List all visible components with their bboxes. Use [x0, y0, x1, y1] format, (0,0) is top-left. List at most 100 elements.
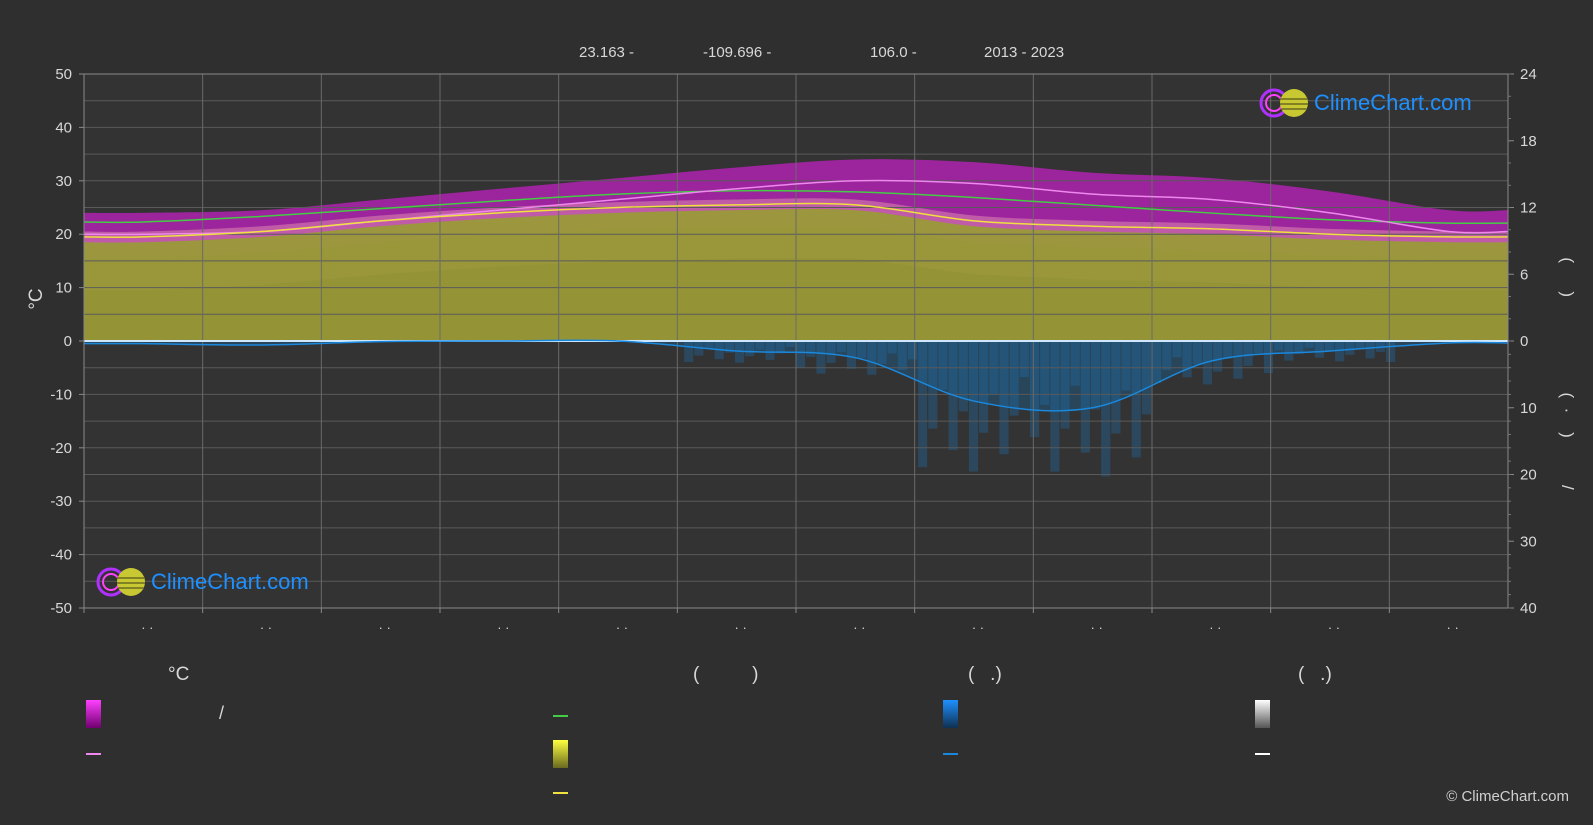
rain-bar: [1141, 341, 1151, 415]
legend-sunshine-swatch: [553, 740, 568, 768]
rain-bar: [1365, 341, 1375, 359]
right-top-axis-label: ( ): [1558, 257, 1577, 297]
rain-bar: [1182, 341, 1192, 378]
legend-daylight-line: [553, 715, 568, 717]
rain-bar: [1131, 341, 1141, 458]
y-tick-label: -50: [50, 600, 72, 617]
legend-rain-line: [943, 753, 958, 755]
series-lines: [83, 179, 1509, 412]
rain-bar: [836, 341, 846, 353]
latitude-label: 23.163 -: [579, 44, 635, 61]
rain-bar: [1172, 341, 1182, 358]
rain-bar: [1345, 341, 1355, 355]
right-bottom-tick-label: 20: [1520, 467, 1537, 484]
rain-bar: [765, 341, 775, 360]
x-tick-label: · ·: [497, 620, 509, 635]
rain-bar: [1050, 341, 1060, 472]
x-tick-label: · ·: [1091, 620, 1103, 635]
rain-bar: [704, 341, 714, 350]
rain-bar: [1090, 341, 1101, 410]
legend-temp-range-swatch: [86, 700, 101, 728]
y-tick-label: 30: [55, 173, 72, 190]
rain-bar: [1152, 341, 1162, 384]
right-top-tick-label: 12: [1520, 200, 1537, 217]
rain-bar: [775, 341, 785, 354]
right-bottom-tick-label: 30: [1520, 533, 1537, 550]
rain-bar: [1192, 341, 1202, 365]
rain-bar: [1233, 341, 1243, 379]
longitude-label: -109.696 -: [703, 44, 772, 61]
rain-bar: [1335, 341, 1345, 362]
x-tick-label: · ·: [616, 620, 628, 635]
right-bottom-tick-label: 40: [1520, 600, 1537, 617]
daylight-line: [83, 189, 1509, 225]
rain-bar: [1111, 341, 1121, 434]
rain-bar: [1162, 341, 1172, 371]
rain-bar: [1355, 341, 1365, 349]
rain-bar: [877, 341, 887, 365]
legend-rain-swatch: [943, 700, 958, 728]
rain-bar: [806, 341, 816, 357]
rain-bar: [1019, 341, 1029, 378]
rain-bar: [887, 341, 897, 354]
y-axis-label: °C: [26, 288, 47, 309]
rain-bar: [938, 341, 948, 390]
x-tick-label: · ·: [1209, 620, 1221, 635]
rain-bar: [918, 341, 928, 468]
rain-bar: [1070, 341, 1080, 386]
x-tick-label: · ·: [260, 620, 272, 635]
precipitation-line: [83, 339, 1509, 412]
logo-text[interactable]: ClimeChart.com: [151, 569, 309, 594]
logo-text[interactable]: ClimeChart.com: [1314, 90, 1472, 115]
rain-bar: [785, 341, 795, 348]
y-tick-label: 0: [64, 333, 72, 350]
rain-bar: [1263, 341, 1274, 374]
rain-bar: [897, 341, 907, 371]
legend-col1-title: °C: [168, 664, 190, 685]
copyright: © ClimeChart.com: [1446, 788, 1569, 805]
grid-lines: [83, 73, 1509, 609]
axes: 50 40 30 20 10 0 -10 -20 -30 -40 -50 °C 24 18 12 6 0 10 20…: [26, 66, 1577, 635]
rain-bar: [1223, 341, 1233, 359]
y-tick-label: 40: [55, 119, 72, 136]
right-top-tick-label: 6: [1520, 266, 1528, 283]
legend-sunshine-line: [553, 792, 568, 794]
rain-bar: [1304, 341, 1314, 348]
rain-bar: [1121, 341, 1131, 391]
rain-bar: [1324, 341, 1335, 352]
legend-col3-title: ( .): [968, 664, 1002, 685]
rain-bar: [999, 341, 1009, 455]
rain-bar: [684, 341, 694, 363]
legend-max-temp-line: [86, 753, 101, 755]
rain-bar: [1029, 341, 1040, 438]
rain-bar: [846, 341, 857, 369]
rain-bar: [1375, 341, 1385, 353]
rain-bar: [928, 341, 938, 429]
rain-bar: [1009, 341, 1019, 416]
rain-bar: [1294, 341, 1304, 355]
x-tick-label: · ·: [1447, 620, 1459, 635]
rain-bar: [755, 341, 765, 350]
x-tick-label: · ·: [141, 620, 153, 635]
years-label: 2013 - 2023: [984, 44, 1065, 61]
x-tick-label: · ·: [379, 620, 391, 635]
sunshine-line: [83, 202, 1509, 239]
x-tick-label: · ·: [1328, 620, 1340, 635]
y-tick-label: 10: [55, 280, 72, 297]
rain-bar: [724, 341, 734, 353]
rain-bar: [1253, 341, 1263, 354]
rain-bar: [796, 341, 806, 368]
climechart-logo-icon: [96, 567, 145, 597]
rain-bar: [1101, 341, 1111, 477]
right-top-tick-label: 0: [1520, 333, 1528, 350]
rain-bar: [867, 341, 877, 375]
y-tick-label: 50: [55, 66, 72, 83]
right-top-tick-label: 24: [1520, 66, 1537, 83]
y-tick-label: -30: [50, 493, 72, 510]
legend-snow-line: [1255, 753, 1270, 755]
x-tick-label: · ·: [735, 620, 747, 635]
rain-bar: [816, 341, 826, 374]
right-bottom-axis-label: ( · ) /: [1558, 392, 1577, 490]
rain-bar: [1080, 341, 1090, 453]
